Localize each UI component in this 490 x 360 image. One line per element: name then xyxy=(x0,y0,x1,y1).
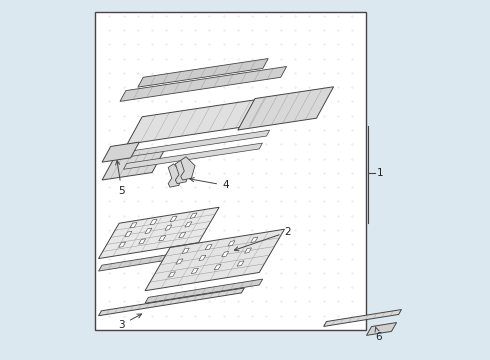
Polygon shape xyxy=(125,231,132,237)
Polygon shape xyxy=(102,142,139,162)
Polygon shape xyxy=(145,279,263,303)
Polygon shape xyxy=(98,207,219,258)
Polygon shape xyxy=(159,235,166,241)
Polygon shape xyxy=(98,249,202,271)
Polygon shape xyxy=(238,87,334,130)
Polygon shape xyxy=(205,244,212,250)
Text: 2: 2 xyxy=(234,227,291,251)
Polygon shape xyxy=(323,310,401,327)
Polygon shape xyxy=(245,248,251,253)
Polygon shape xyxy=(120,67,287,102)
Polygon shape xyxy=(127,96,278,144)
Polygon shape xyxy=(102,149,165,180)
Text: 3: 3 xyxy=(119,314,142,330)
FancyBboxPatch shape xyxy=(95,12,367,330)
Text: 6: 6 xyxy=(375,327,382,342)
Polygon shape xyxy=(117,130,270,158)
Polygon shape xyxy=(214,265,221,270)
Polygon shape xyxy=(185,222,192,227)
Polygon shape xyxy=(130,222,137,228)
Polygon shape xyxy=(138,59,268,87)
Polygon shape xyxy=(251,237,258,242)
Text: 1: 1 xyxy=(377,168,384,178)
Polygon shape xyxy=(119,242,126,247)
Polygon shape xyxy=(181,157,195,180)
Polygon shape xyxy=(168,164,182,187)
Polygon shape xyxy=(221,252,229,257)
Polygon shape xyxy=(150,219,157,225)
Text: 5: 5 xyxy=(116,161,125,196)
Polygon shape xyxy=(175,160,190,184)
Polygon shape xyxy=(182,248,189,253)
Polygon shape xyxy=(367,323,396,336)
Polygon shape xyxy=(179,232,186,238)
Polygon shape xyxy=(191,268,198,274)
Polygon shape xyxy=(139,239,146,244)
Polygon shape xyxy=(165,225,172,230)
Polygon shape xyxy=(145,228,152,234)
Polygon shape xyxy=(190,213,197,218)
Polygon shape xyxy=(176,259,183,264)
Polygon shape xyxy=(237,261,244,266)
Polygon shape xyxy=(199,255,206,261)
Polygon shape xyxy=(170,216,177,221)
Polygon shape xyxy=(228,241,235,246)
Polygon shape xyxy=(123,143,263,169)
Text: 4: 4 xyxy=(190,177,229,190)
Polygon shape xyxy=(98,288,245,316)
Polygon shape xyxy=(145,229,284,291)
Polygon shape xyxy=(169,272,175,277)
